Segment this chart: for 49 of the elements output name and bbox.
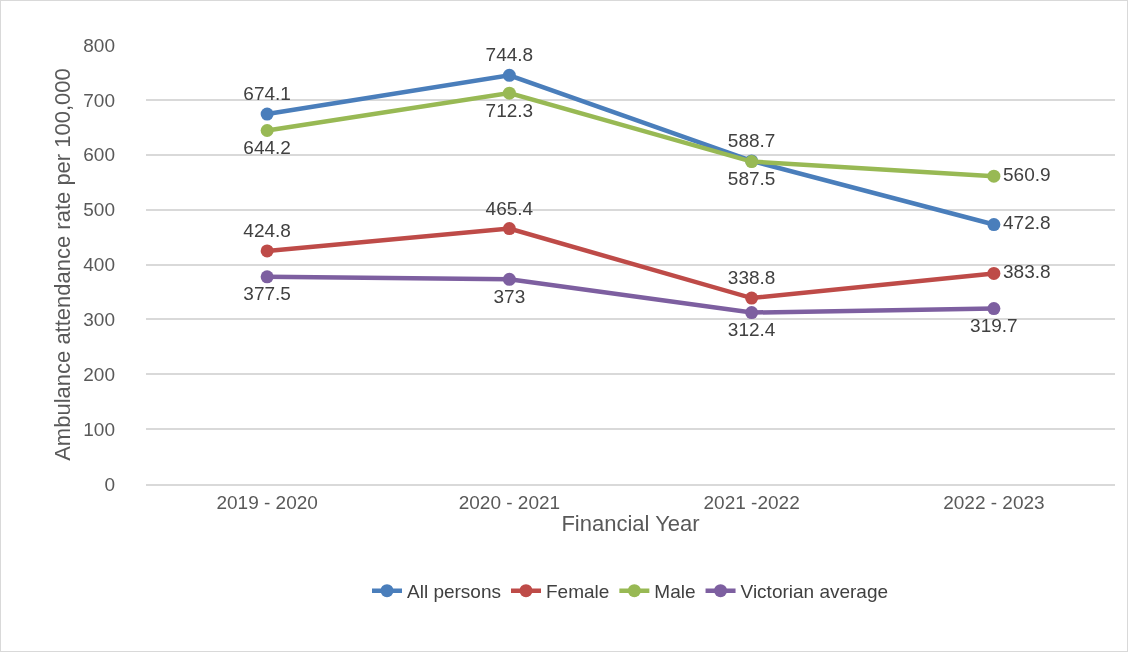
point (260, 107, 274, 121)
data-label: 424.8 (243, 220, 291, 242)
data-label: 373 (493, 285, 526, 307)
point (745, 291, 759, 305)
data-label: 472.8 (1003, 212, 1051, 234)
data-label: 644.2 (243, 136, 291, 158)
y-tick-label: 700 (83, 89, 115, 111)
data-label: 383.8 (1003, 261, 1051, 283)
data-label: 712.3 (485, 99, 534, 121)
point (260, 270, 274, 284)
data-label: 465.4 (485, 197, 534, 219)
point (502, 272, 516, 286)
y-tick-label: 400 (83, 254, 115, 276)
data-label: 560.9 (1003, 163, 1051, 185)
y-tick-label: 800 (83, 34, 115, 56)
data-label: 338.8 (727, 267, 776, 289)
point (502, 68, 516, 82)
legend-label: Female (546, 581, 610, 603)
point (260, 244, 274, 258)
data-label: 312.4 (727, 318, 776, 340)
x-tick-label: 2021 -2022 (703, 491, 800, 513)
y-axis-title: Ambulance attendance rate per 100,000 (50, 68, 76, 461)
data-label: 588.7 (727, 130, 776, 152)
legend-label: Male (654, 581, 696, 603)
y-tick-label: 100 (83, 418, 115, 440)
y-tick-label: 0 (104, 473, 115, 495)
y-tick-label: 500 (83, 199, 115, 221)
x-axis-title: Financial Year (561, 510, 700, 536)
data-label: 744.8 (485, 44, 534, 66)
legend-label: Victorian average (740, 581, 889, 603)
point (987, 169, 1001, 183)
x-tick-label: 2022 - 2023 (943, 491, 1045, 513)
legend-label: All persons (407, 581, 501, 603)
data-label: 674.1 (243, 83, 291, 105)
data-label: 319.7 (970, 314, 1018, 336)
x-tick-label: 2019 - 2020 (216, 491, 318, 513)
data-label: 377.5 (243, 283, 291, 305)
point (502, 86, 516, 100)
x-tick-label: 2020 - 2021 (458, 491, 561, 513)
point (987, 266, 1001, 280)
data-label: 587.5 (727, 167, 776, 189)
y-tick-label: 200 (83, 363, 115, 385)
point (260, 124, 274, 137)
point (987, 302, 1001, 316)
point (745, 306, 759, 320)
point (502, 222, 516, 236)
y-tick-label: 300 (83, 309, 115, 331)
y-tick-label: 600 (83, 144, 115, 166)
point (987, 218, 1001, 232)
